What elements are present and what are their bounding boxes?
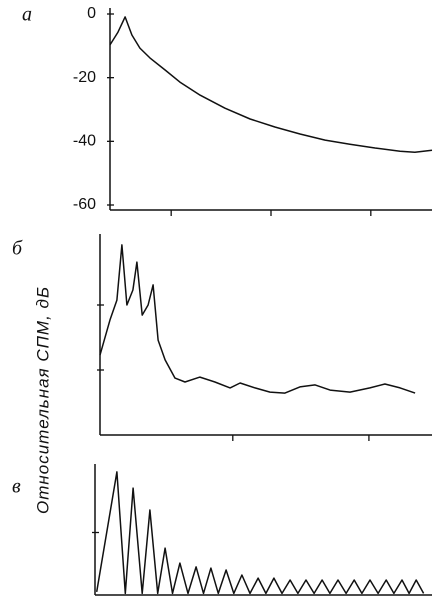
spectrum-line <box>99 244 416 394</box>
spectrum-line <box>95 471 425 595</box>
y-tick-label: 0 <box>87 5 96 22</box>
panel-label: б <box>12 238 23 260</box>
spectrum-line <box>109 16 433 153</box>
panel-label: в <box>12 476 21 498</box>
panel-label: а <box>22 4 32 26</box>
y-axis-label: Относительная СПМ, дБ <box>33 286 52 514</box>
y-tick-label: -60 <box>73 196 96 213</box>
y-tick-label: -20 <box>73 69 96 86</box>
y-tick-label: -40 <box>73 133 96 150</box>
